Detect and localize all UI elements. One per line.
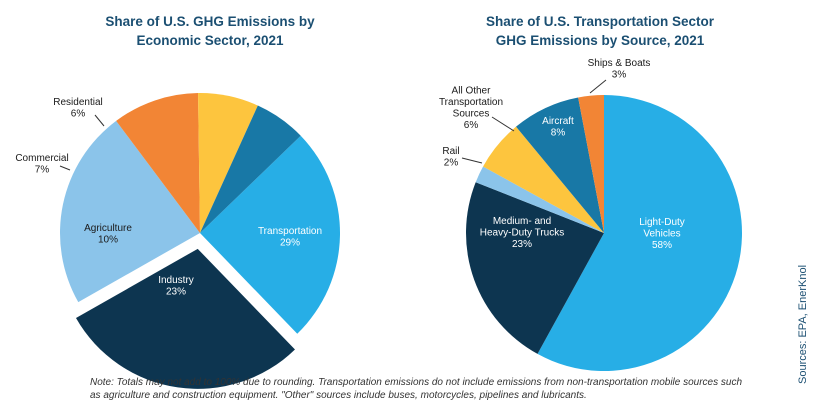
transport-label-all-other-line-3: Sources [453, 108, 490, 119]
footnote: Note: Totals may not add to 100% due to … [90, 377, 743, 401]
transport-slice-aircraft [516, 97, 604, 233]
sector-slice-transportation [75, 248, 295, 389]
transport-label-medium-and-value: 23% [512, 239, 532, 250]
sector-label-commercial-line-1: Commercial [15, 153, 68, 164]
sector-label-residential-line-1: Residential [53, 97, 102, 108]
transport-slice-all-other [483, 126, 604, 233]
transport-slice-light-duty [537, 95, 743, 371]
sector-label-agriculture-line-1: Agriculture [84, 223, 132, 234]
transport-label-ships-boats-line-1: Ships & Boats [588, 58, 651, 69]
sector-pie-chart: Electric PowerIndustry25%Transportation2… [15, 92, 341, 389]
transport-leader-line-rail [461, 157, 483, 164]
transport-slice-ships-boats [578, 94, 604, 233]
sector-leader-line-residential [94, 114, 105, 127]
transport-slice-medium-and [466, 182, 604, 354]
sector-slice-electric-power [200, 135, 341, 334]
transport-label-light-duty-line-1: Light-Duty [639, 217, 685, 228]
sector-label-agriculture-value: 10% [98, 234, 118, 245]
sector-slice-industry [60, 120, 200, 303]
transport-label-light-duty-line-2: Vehicles [643, 229, 680, 240]
sector-leader-line-commercial [59, 165, 71, 171]
sector-slice-commercial [198, 92, 258, 233]
transport-label-rail-line-1: Rail [442, 146, 459, 157]
transport-label-medium-and-line-2: Heavy-Duty Trucks [480, 228, 564, 239]
sector-label-industry-line-1: Industry [158, 275, 194, 286]
transport-label-all-other-line-1: All Other [452, 85, 492, 96]
transport-label-aircraft-value: 8% [551, 127, 566, 138]
sector-label-residential-value: 6% [71, 108, 86, 119]
right-chart-title-line-2: GHG Emissions by Source, 2021 [495, 33, 705, 48]
transport-leader-line-all-other [491, 116, 515, 132]
sources-credit: Sources: EPA, EnerKnol [797, 264, 809, 384]
transport-label-medium-and-line-1: Medium- and [493, 216, 551, 227]
right-chart-title: Share of U.S. Transportation Sector GHG … [430, 12, 770, 50]
right-chart-title-line-1: Share of U.S. Transportation Sector [485, 14, 715, 29]
transport-label-aircraft-line-1: Aircraft [542, 116, 574, 127]
transport-label-light-duty-value: 58% [652, 240, 672, 251]
transport-slice-rail [475, 166, 604, 233]
sector-label-transportation-line-1: Transportation [258, 226, 322, 237]
transport-leader-line-ships-boats [589, 79, 607, 94]
sector-label-industry-value: 23% [166, 286, 186, 297]
left-chart-title: Share of U.S. GHG Emissions by Economic … [40, 12, 380, 50]
sector-label-commercial-value: 7% [35, 164, 50, 175]
left-chart-title-line-1: Share of U.S. GHG Emissions by [105, 14, 315, 29]
transport-label-all-other-line-2: Transportation [439, 97, 503, 108]
sector-slice-agriculture [116, 93, 200, 233]
transport-label-rail-value: 2% [444, 157, 459, 168]
sector-label-transportation-value: 29% [280, 237, 300, 248]
transport-label-all-other-value: 6% [464, 120, 479, 131]
transport-label-ships-boats-value: 3% [612, 69, 627, 80]
left-chart-title-line-2: Economic Sector, 2021 [136, 33, 284, 48]
sector-slice-residential [200, 105, 301, 233]
